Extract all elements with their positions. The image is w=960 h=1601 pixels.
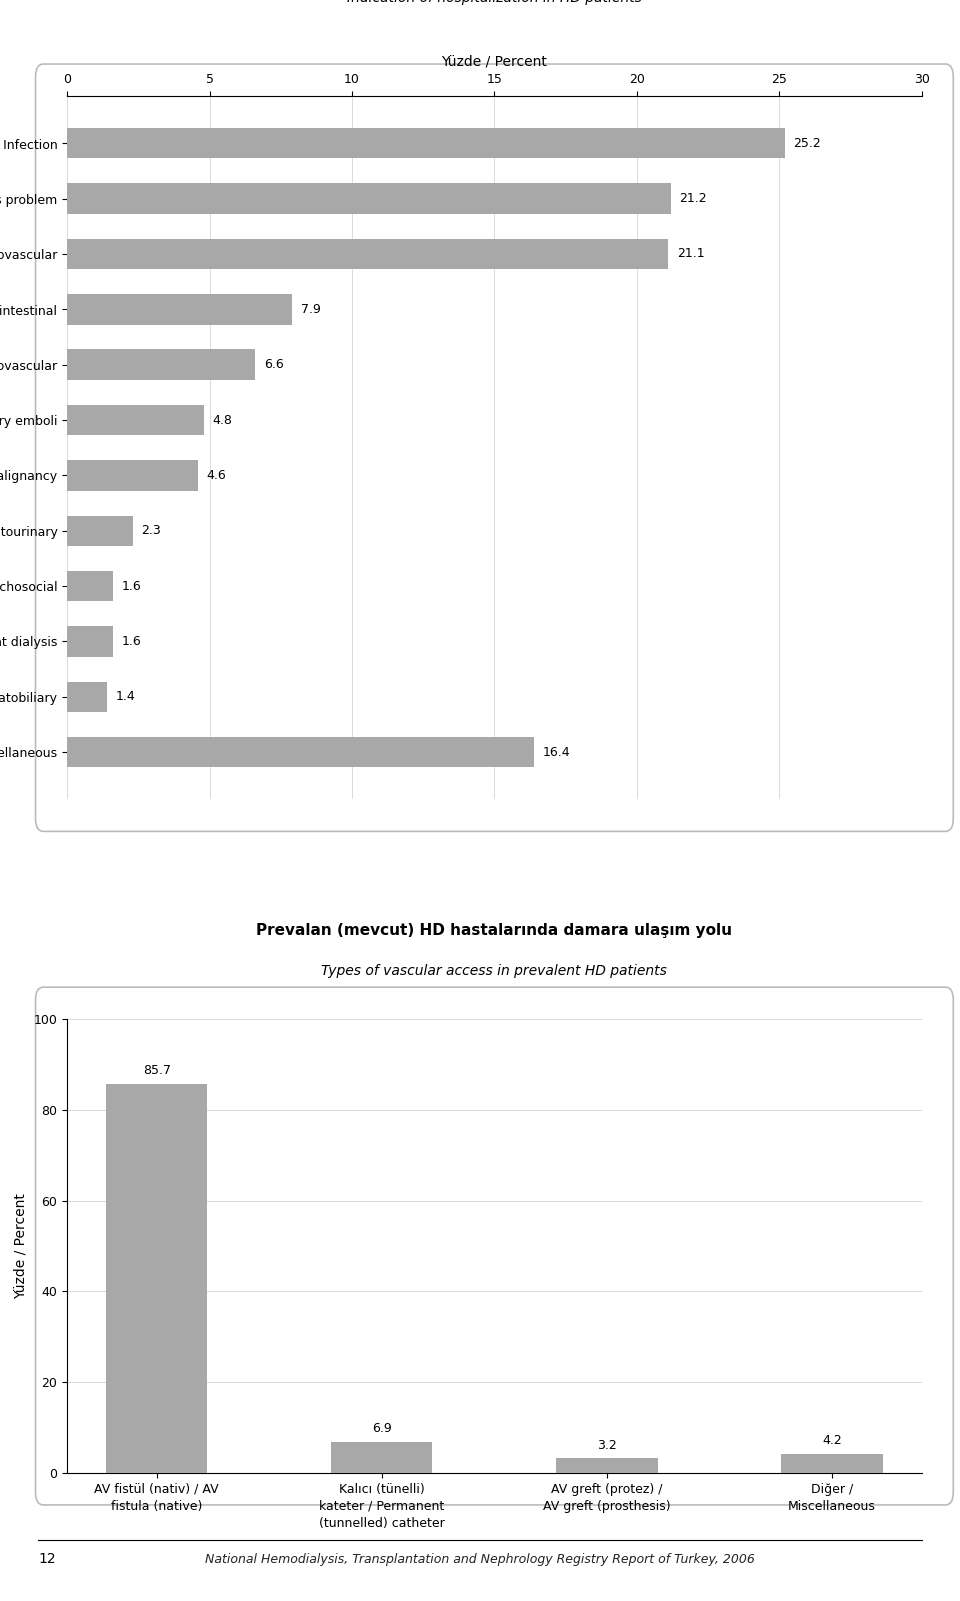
Text: 16.4: 16.4: [542, 746, 570, 759]
Bar: [106, 1084, 207, 1473]
Text: 3.2: 3.2: [597, 1439, 617, 1452]
Bar: [67, 349, 255, 379]
Text: Indication of hospitalization in HD patients: Indication of hospitalization in HD pati…: [347, 0, 642, 5]
Bar: [781, 1454, 883, 1473]
Text: 1.4: 1.4: [115, 690, 135, 703]
X-axis label: Yüzde / Percent: Yüzde / Percent: [442, 54, 547, 67]
Bar: [67, 239, 668, 269]
Text: 2.3: 2.3: [141, 524, 161, 538]
Bar: [67, 572, 112, 602]
Text: 4.8: 4.8: [212, 413, 232, 426]
Text: 1.6: 1.6: [121, 580, 141, 592]
Text: 21.1: 21.1: [677, 248, 705, 261]
Bar: [67, 184, 671, 215]
Bar: [67, 516, 132, 546]
Bar: [67, 626, 112, 656]
Text: 1.6: 1.6: [121, 636, 141, 648]
Text: 12: 12: [38, 1553, 56, 1566]
Text: 6.9: 6.9: [372, 1422, 392, 1434]
Text: 7.9: 7.9: [300, 303, 321, 315]
Bar: [67, 405, 204, 435]
Text: 4.2: 4.2: [822, 1434, 842, 1447]
Text: 21.2: 21.2: [680, 192, 708, 205]
Text: 4.6: 4.6: [206, 469, 227, 482]
Text: 25.2: 25.2: [793, 136, 821, 150]
Y-axis label: Yüzde / Percent: Yüzde / Percent: [14, 1193, 28, 1298]
Text: 85.7: 85.7: [143, 1065, 171, 1077]
Bar: [331, 1441, 433, 1473]
Bar: [67, 295, 292, 325]
Text: Types of vascular access in prevalent HD patients: Types of vascular access in prevalent HD…: [322, 964, 667, 978]
Bar: [67, 459, 198, 490]
Bar: [67, 128, 785, 158]
Text: National Hemodialysis, Transplantation and Nephrology Registry Report of Turkey,: National Hemodialysis, Transplantation a…: [205, 1553, 755, 1566]
Bar: [556, 1459, 658, 1473]
Bar: [67, 736, 535, 767]
Text: 6.6: 6.6: [264, 359, 283, 371]
Text: Prevalan (mevcut) HD hastalarında damara ulaşım yolu: Prevalan (mevcut) HD hastalarında damara…: [256, 922, 732, 938]
Bar: [67, 682, 108, 712]
